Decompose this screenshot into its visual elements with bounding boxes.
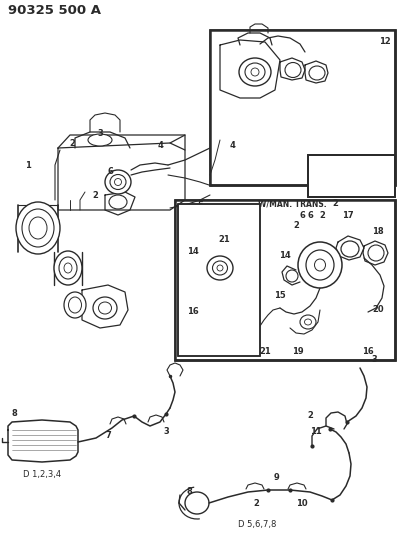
- Bar: [210, 30, 395, 185]
- Bar: [308, 155, 395, 197]
- Ellipse shape: [335, 163, 347, 175]
- Text: D 1,2,3,4: D 1,2,3,4: [23, 470, 61, 479]
- Text: 8: 8: [11, 408, 17, 417]
- Text: 21: 21: [218, 236, 230, 245]
- Bar: [211, 31, 394, 184]
- Bar: [178, 204, 260, 356]
- Text: 1: 1: [25, 160, 31, 169]
- Ellipse shape: [298, 242, 342, 288]
- Ellipse shape: [98, 302, 111, 314]
- Ellipse shape: [368, 245, 384, 261]
- Ellipse shape: [300, 315, 316, 329]
- Text: 2: 2: [307, 410, 313, 419]
- Text: 19: 19: [292, 348, 304, 357]
- Text: 7: 7: [105, 431, 111, 440]
- Text: 12: 12: [362, 188, 374, 197]
- Text: 13: 13: [310, 188, 322, 197]
- Text: 11: 11: [310, 427, 322, 437]
- Ellipse shape: [251, 68, 259, 76]
- Text: 4: 4: [229, 141, 235, 149]
- Text: 2: 2: [92, 190, 98, 199]
- Text: 12: 12: [379, 37, 391, 46]
- Text: 21: 21: [259, 348, 271, 357]
- Ellipse shape: [93, 297, 117, 319]
- Ellipse shape: [105, 170, 131, 194]
- Ellipse shape: [22, 209, 54, 247]
- Ellipse shape: [316, 164, 324, 174]
- Text: 16: 16: [187, 308, 199, 317]
- Bar: [309, 156, 394, 196]
- Ellipse shape: [110, 174, 126, 190]
- Text: 17: 17: [342, 211, 354, 220]
- Ellipse shape: [341, 241, 359, 257]
- Ellipse shape: [213, 261, 228, 275]
- Text: 10: 10: [296, 498, 308, 507]
- Ellipse shape: [59, 257, 77, 279]
- Ellipse shape: [54, 251, 82, 285]
- Text: 3: 3: [97, 128, 103, 138]
- Bar: [308, 155, 395, 197]
- Ellipse shape: [64, 263, 72, 273]
- Ellipse shape: [64, 292, 86, 318]
- Bar: [175, 200, 395, 360]
- Text: 90325 500 A: 90325 500 A: [8, 4, 101, 18]
- Ellipse shape: [309, 66, 325, 80]
- Ellipse shape: [88, 134, 112, 146]
- Text: 9: 9: [274, 473, 280, 482]
- Ellipse shape: [285, 62, 301, 77]
- Text: 2: 2: [319, 211, 325, 220]
- Text: 18: 18: [372, 228, 384, 237]
- Ellipse shape: [109, 195, 127, 209]
- Ellipse shape: [358, 164, 370, 176]
- Text: 2: 2: [293, 221, 299, 230]
- Text: 14: 14: [187, 247, 199, 256]
- Text: 3: 3: [371, 356, 377, 365]
- Text: 6: 6: [307, 211, 313, 220]
- Text: 14: 14: [279, 251, 291, 260]
- Text: 4: 4: [157, 141, 163, 149]
- Ellipse shape: [68, 297, 82, 313]
- Text: 15: 15: [274, 290, 286, 300]
- Text: 2: 2: [253, 498, 259, 507]
- Ellipse shape: [245, 63, 265, 81]
- Ellipse shape: [239, 58, 271, 86]
- Text: 5: 5: [197, 200, 203, 209]
- Ellipse shape: [115, 179, 121, 185]
- Text: 2: 2: [332, 199, 338, 208]
- Ellipse shape: [306, 250, 334, 280]
- Text: W/MAN. TRANS.: W/MAN. TRANS.: [258, 199, 327, 208]
- Bar: [178, 204, 260, 356]
- Bar: [210, 30, 395, 185]
- Text: 8: 8: [186, 488, 192, 497]
- Ellipse shape: [286, 270, 298, 282]
- Text: 16: 16: [362, 348, 374, 357]
- Ellipse shape: [29, 217, 47, 239]
- Text: 20: 20: [372, 305, 384, 314]
- Text: 2: 2: [69, 139, 75, 148]
- Bar: [175, 200, 395, 360]
- Text: 6: 6: [107, 167, 113, 176]
- Ellipse shape: [304, 319, 312, 325]
- Ellipse shape: [217, 265, 223, 271]
- Ellipse shape: [314, 259, 326, 271]
- Bar: [176, 201, 394, 359]
- Ellipse shape: [16, 202, 60, 254]
- Text: 3: 3: [163, 427, 169, 437]
- Text: D 5,6,7,8: D 5,6,7,8: [238, 520, 276, 529]
- Ellipse shape: [207, 256, 233, 280]
- Text: 6: 6: [299, 211, 305, 220]
- Bar: [179, 205, 259, 355]
